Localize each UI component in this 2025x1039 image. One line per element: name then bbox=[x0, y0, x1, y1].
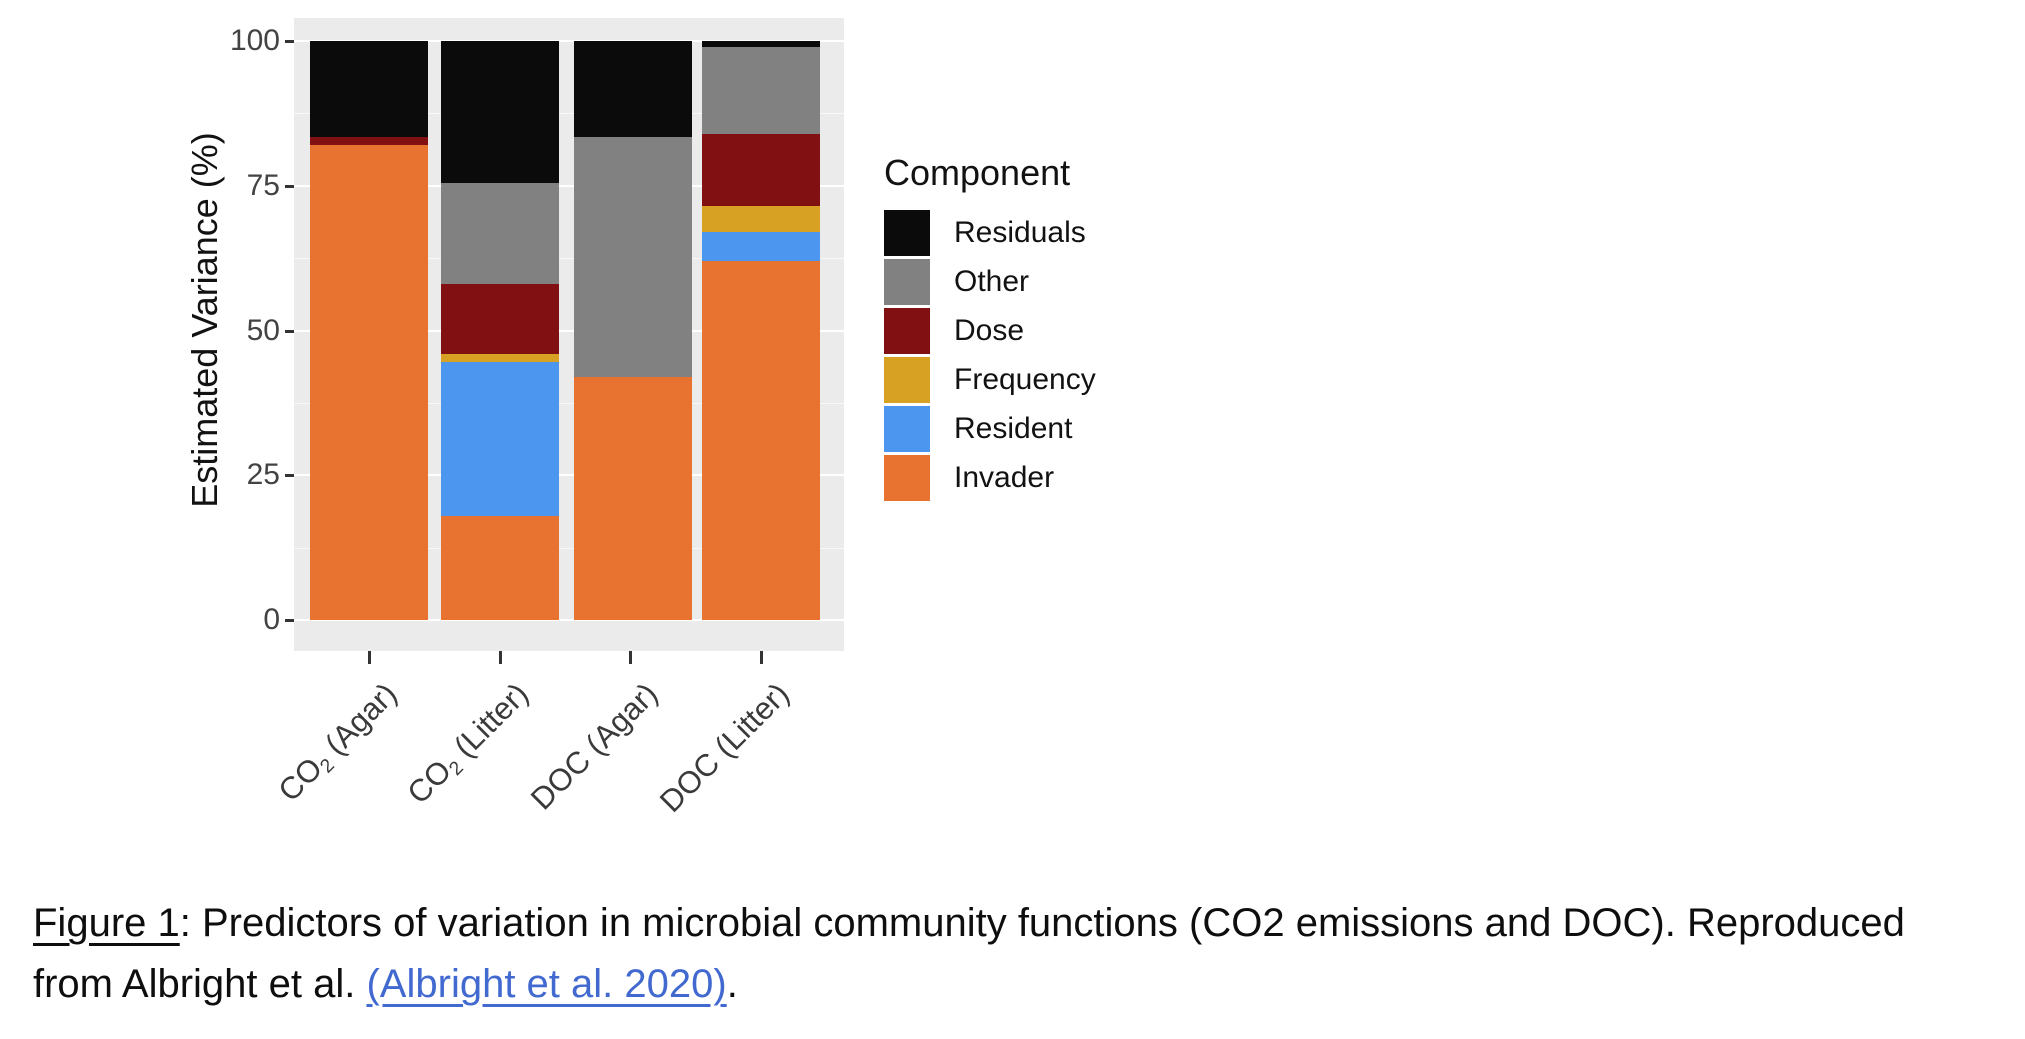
x-axis-label-co2-litter: CO2 (Litter) bbox=[400, 676, 535, 811]
x-tick-mark bbox=[499, 651, 502, 664]
segment-frequency bbox=[441, 353, 559, 363]
gridline-major bbox=[294, 619, 844, 621]
x-axis-label-doc-litter: DOC (Litter) bbox=[652, 676, 796, 819]
segment-invader bbox=[441, 515, 559, 620]
segment-resident bbox=[702, 232, 820, 261]
segment-frequency bbox=[702, 206, 820, 233]
segment-other bbox=[441, 182, 559, 285]
segment-other bbox=[574, 136, 692, 377]
legend-label-resident: Resident bbox=[954, 412, 1073, 445]
gridline-major bbox=[294, 329, 844, 332]
y-tick-mark bbox=[285, 184, 294, 188]
gridline-major bbox=[294, 40, 844, 42]
legend-title: Component bbox=[884, 152, 1071, 193]
legend-swatch-frequency bbox=[884, 357, 930, 403]
legend-swatch-invader bbox=[884, 455, 930, 501]
bar-doc-agar bbox=[574, 41, 692, 620]
segment-residuals bbox=[441, 41, 559, 183]
segment-dose bbox=[310, 136, 428, 146]
legend-item-residuals: Residuals bbox=[884, 210, 1096, 256]
legend-item-dose: Dose bbox=[884, 308, 1096, 354]
bar-doc-litter bbox=[702, 41, 820, 620]
y-tick-label: 0 bbox=[263, 603, 280, 636]
legend-swatch-other bbox=[884, 259, 930, 305]
segment-dose bbox=[441, 284, 559, 354]
segment-invader bbox=[702, 260, 820, 620]
caption-text-line2: from Albright et al. bbox=[33, 962, 367, 1006]
citation-link[interactable]: (Albright et al. 2020) bbox=[366, 962, 727, 1006]
legend-label-other: Other bbox=[954, 265, 1030, 298]
legend: Component Residuals Other Dose Frequency Res… bbox=[884, 152, 1096, 504]
segment-invader bbox=[310, 145, 428, 620]
gridline-major bbox=[294, 474, 844, 477]
bar-co2-litter bbox=[441, 41, 559, 620]
y-tick-label: 25 bbox=[246, 458, 280, 492]
segment-invader bbox=[574, 376, 692, 620]
y-tick-label: 100 bbox=[229, 24, 280, 57]
plot-panel bbox=[294, 18, 844, 651]
y-tick-label: 75 bbox=[246, 168, 280, 202]
legend-item-resident: Resident bbox=[884, 406, 1096, 452]
x-axis-label-co2-agar: CO2 (Agar) bbox=[271, 676, 404, 809]
legend-label-frequency: Frequency bbox=[954, 363, 1096, 396]
caption-suffix: . bbox=[726, 962, 738, 1006]
gridline-minor bbox=[294, 547, 844, 549]
y-tick-mark bbox=[285, 40, 294, 43]
gridline-minor bbox=[294, 402, 844, 404]
y-tick-label: 50 bbox=[246, 313, 280, 347]
y-tick-mark bbox=[285, 329, 294, 333]
gridline-minor bbox=[294, 113, 844, 115]
legend-swatch-resident bbox=[884, 406, 930, 452]
legend-label-invader: Invader bbox=[954, 461, 1055, 494]
segment-residuals bbox=[310, 41, 428, 137]
figure-caption: Figure 1: Predictors of variation in mic… bbox=[33, 893, 1973, 1015]
segment-other bbox=[702, 46, 820, 134]
segment-residuals bbox=[702, 41, 820, 47]
legend-swatch-residuals bbox=[884, 210, 930, 256]
legend-label-dose: Dose bbox=[954, 314, 1025, 347]
segment-dose bbox=[702, 133, 820, 206]
legend-item-invader: Invader bbox=[884, 455, 1096, 501]
gridline-minor bbox=[294, 258, 844, 260]
bar-co2-agar bbox=[310, 41, 428, 620]
x-tick-mark bbox=[368, 651, 371, 664]
y-tick-mark bbox=[285, 619, 294, 622]
caption-text-line1: : Predictors of variation in microbial c… bbox=[179, 901, 1905, 945]
segment-residuals bbox=[574, 41, 692, 137]
legend-items: Residuals Other Dose Frequency Resident Invad… bbox=[884, 210, 1096, 501]
x-axis-label-doc-agar: DOC (Agar) bbox=[524, 676, 665, 817]
gridline-major bbox=[294, 184, 844, 187]
legend-item-other: Other bbox=[884, 259, 1096, 305]
segment-resident bbox=[441, 362, 559, 516]
y-tick-mark bbox=[285, 474, 294, 478]
legend-swatch-dose bbox=[884, 308, 930, 354]
x-tick-mark bbox=[629, 651, 632, 664]
caption-figure-label: Figure 1 bbox=[33, 901, 180, 945]
legend-label-residuals: Residuals bbox=[954, 216, 1086, 249]
legend-item-frequency: Frequency bbox=[884, 357, 1096, 403]
x-tick-mark bbox=[760, 651, 763, 664]
